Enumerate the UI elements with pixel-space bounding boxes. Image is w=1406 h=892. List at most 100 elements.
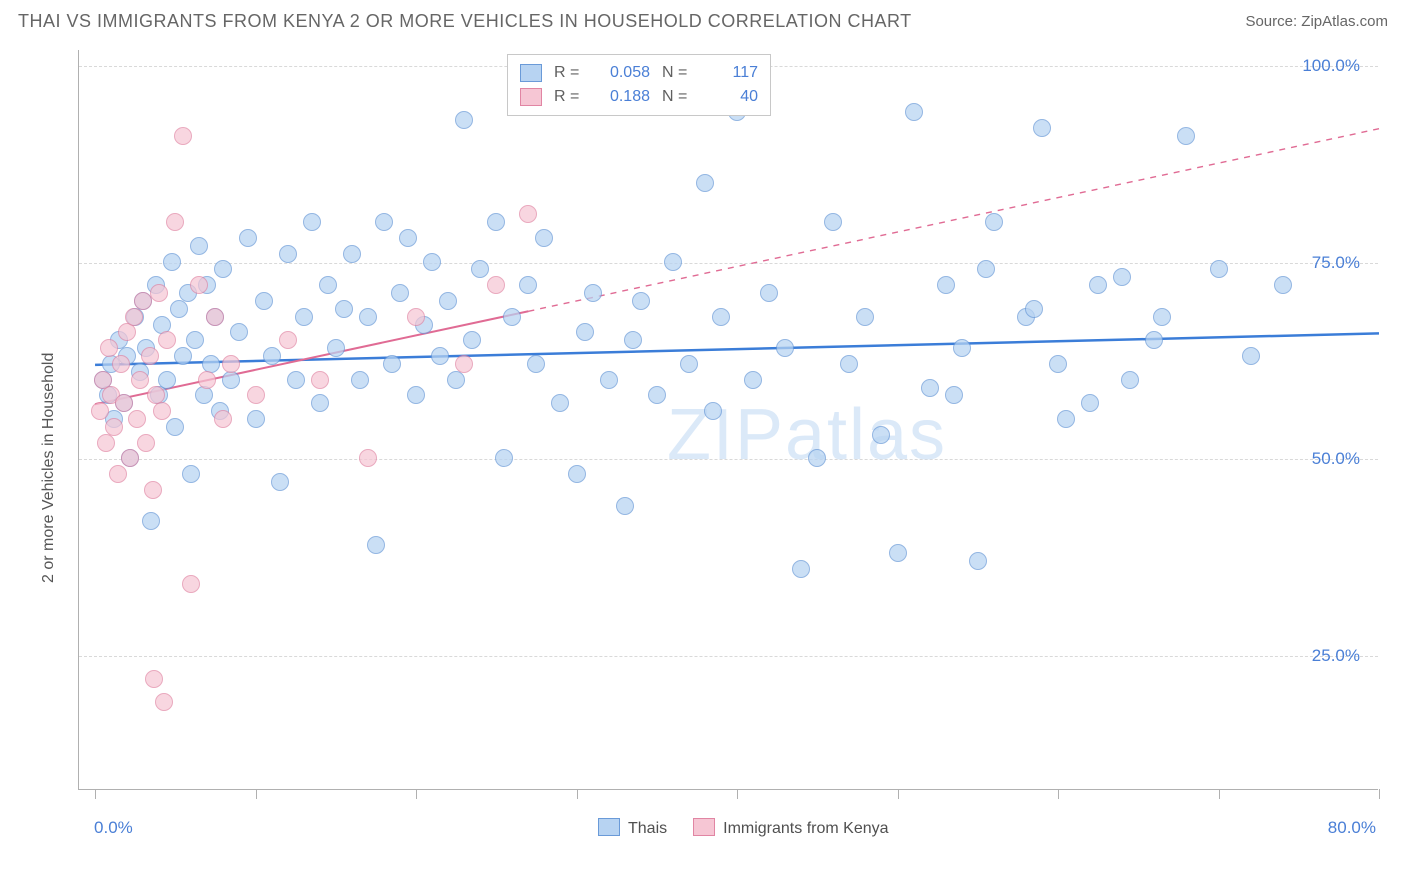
scatter-point bbox=[158, 371, 176, 389]
scatter-point bbox=[335, 300, 353, 318]
scatter-point bbox=[195, 386, 213, 404]
scatter-point bbox=[648, 386, 666, 404]
scatter-point bbox=[535, 229, 553, 247]
scatter-point bbox=[969, 552, 987, 570]
scatter-point bbox=[170, 300, 188, 318]
scatter-point bbox=[174, 347, 192, 365]
scatter-point bbox=[311, 371, 329, 389]
scatter-point bbox=[1210, 260, 1228, 278]
scatter-point bbox=[616, 497, 634, 515]
scatter-point bbox=[222, 355, 240, 373]
x-min-label: 0.0% bbox=[94, 818, 133, 838]
scatter-point bbox=[166, 418, 184, 436]
scatter-point bbox=[206, 308, 224, 326]
scatter-point bbox=[584, 284, 602, 302]
scatter-point bbox=[118, 323, 136, 341]
scatter-point bbox=[921, 379, 939, 397]
trend-lines bbox=[79, 50, 1379, 790]
scatter-point bbox=[568, 465, 586, 483]
scatter-point bbox=[624, 331, 642, 349]
x-tick bbox=[577, 789, 578, 799]
x-tick bbox=[1379, 789, 1380, 799]
scatter-point bbox=[953, 339, 971, 357]
scatter-point bbox=[91, 402, 109, 420]
scatter-point bbox=[359, 308, 377, 326]
x-tick bbox=[1219, 789, 1220, 799]
legend-label-thais: Thais bbox=[628, 820, 667, 837]
scatter-point bbox=[367, 536, 385, 554]
scatter-point bbox=[808, 449, 826, 467]
scatter-point bbox=[214, 260, 232, 278]
scatter-point bbox=[163, 253, 181, 271]
legend-swatch-thais bbox=[520, 64, 542, 82]
scatter-point bbox=[137, 434, 155, 452]
scatter-point bbox=[519, 205, 537, 223]
scatter-point bbox=[121, 449, 139, 467]
scatter-point bbox=[319, 276, 337, 294]
chart-title: THAI VS IMMIGRANTS FROM KENYA 2 OR MORE … bbox=[18, 11, 912, 32]
x-tick bbox=[416, 789, 417, 799]
scatter-point bbox=[295, 308, 313, 326]
scatter-point bbox=[407, 386, 425, 404]
plot-area: 25.0%50.0%75.0%100.0%ZIPatlas bbox=[78, 50, 1378, 790]
legend-n-value-2: 40 bbox=[702, 85, 758, 109]
scatter-point bbox=[792, 560, 810, 578]
scatter-point bbox=[760, 284, 778, 302]
scatter-point bbox=[407, 308, 425, 326]
chart-container: 25.0%50.0%75.0%100.0%ZIPatlas 2 or more … bbox=[48, 50, 1388, 820]
legend-n-label-2: N = bbox=[662, 85, 690, 109]
legend-swatch-kenya bbox=[520, 88, 542, 106]
scatter-point bbox=[455, 111, 473, 129]
scatter-point bbox=[131, 371, 149, 389]
scatter-point bbox=[109, 465, 127, 483]
scatter-point bbox=[190, 237, 208, 255]
scatter-point bbox=[287, 371, 305, 389]
scatter-point bbox=[105, 418, 123, 436]
x-tick bbox=[1058, 789, 1059, 799]
scatter-point bbox=[1145, 331, 1163, 349]
scatter-point bbox=[600, 371, 618, 389]
scatter-point bbox=[503, 308, 521, 326]
scatter-point bbox=[166, 213, 184, 231]
scatter-point bbox=[1089, 276, 1107, 294]
legend-label-kenya: Immigrants from Kenya bbox=[723, 820, 888, 837]
scatter-point bbox=[576, 323, 594, 341]
scatter-point bbox=[1033, 119, 1051, 137]
scatter-point bbox=[1121, 371, 1139, 389]
scatter-point bbox=[391, 284, 409, 302]
scatter-point bbox=[125, 308, 143, 326]
legend-item-thais: Thais bbox=[598, 818, 667, 838]
legend-correlation: R = 0.058 N = 117 R = 0.188 N = 40 bbox=[507, 54, 771, 116]
legend-swatch-thais-b bbox=[598, 818, 620, 836]
scatter-point bbox=[1025, 300, 1043, 318]
scatter-point bbox=[471, 260, 489, 278]
scatter-point bbox=[399, 229, 417, 247]
scatter-point bbox=[222, 371, 240, 389]
legend-row-1: R = 0.058 N = 117 bbox=[520, 61, 758, 85]
scatter-point bbox=[97, 434, 115, 452]
chart-header: THAI VS IMMIGRANTS FROM KENYA 2 OR MORE … bbox=[0, 0, 1406, 42]
scatter-point bbox=[383, 355, 401, 373]
scatter-point bbox=[1081, 394, 1099, 412]
scatter-point bbox=[439, 292, 457, 310]
scatter-point bbox=[158, 331, 176, 349]
scatter-point bbox=[303, 213, 321, 231]
scatter-point bbox=[174, 127, 192, 145]
scatter-point bbox=[712, 308, 730, 326]
scatter-point bbox=[447, 371, 465, 389]
scatter-point bbox=[247, 386, 265, 404]
scatter-point bbox=[527, 355, 545, 373]
scatter-point bbox=[198, 371, 216, 389]
x-tick bbox=[95, 789, 96, 799]
scatter-point bbox=[186, 331, 204, 349]
scatter-point bbox=[359, 449, 377, 467]
scatter-point bbox=[271, 473, 289, 491]
scatter-point bbox=[115, 394, 133, 412]
scatter-point bbox=[375, 213, 393, 231]
scatter-point bbox=[696, 174, 714, 192]
scatter-point bbox=[519, 276, 537, 294]
legend-r-value-2: 0.188 bbox=[594, 85, 650, 109]
scatter-point bbox=[455, 355, 473, 373]
scatter-point bbox=[150, 284, 168, 302]
legend-r-label-2: R = bbox=[554, 85, 582, 109]
